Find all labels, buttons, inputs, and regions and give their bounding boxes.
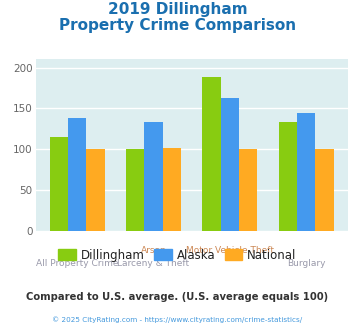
Text: Arson: Arson <box>141 246 166 255</box>
Text: All Property Crime: All Property Crime <box>36 259 119 268</box>
Text: Burglary: Burglary <box>287 259 326 268</box>
Bar <box>144 122 163 231</box>
Bar <box>50 137 68 231</box>
Text: Property Crime Comparison: Property Crime Comparison <box>59 18 296 33</box>
Bar <box>202 77 221 231</box>
Bar <box>279 122 297 231</box>
Text: 2019 Dillingham: 2019 Dillingham <box>108 2 247 16</box>
Bar <box>86 149 105 231</box>
Text: Compared to U.S. average. (U.S. average equals 100): Compared to U.S. average. (U.S. average … <box>26 292 329 302</box>
Bar <box>221 98 239 231</box>
Bar <box>68 118 86 231</box>
Bar <box>297 113 315 231</box>
Legend: Dillingham, Alaska, National: Dillingham, Alaska, National <box>54 244 301 266</box>
Bar <box>126 149 144 231</box>
Text: © 2025 CityRating.com - https://www.cityrating.com/crime-statistics/: © 2025 CityRating.com - https://www.city… <box>53 317 302 323</box>
Bar <box>163 148 181 231</box>
Bar <box>239 149 257 231</box>
Bar <box>315 149 334 231</box>
Text: Motor Vehicle Theft: Motor Vehicle Theft <box>186 246 274 255</box>
Text: Larceny & Theft: Larceny & Theft <box>118 259 190 268</box>
